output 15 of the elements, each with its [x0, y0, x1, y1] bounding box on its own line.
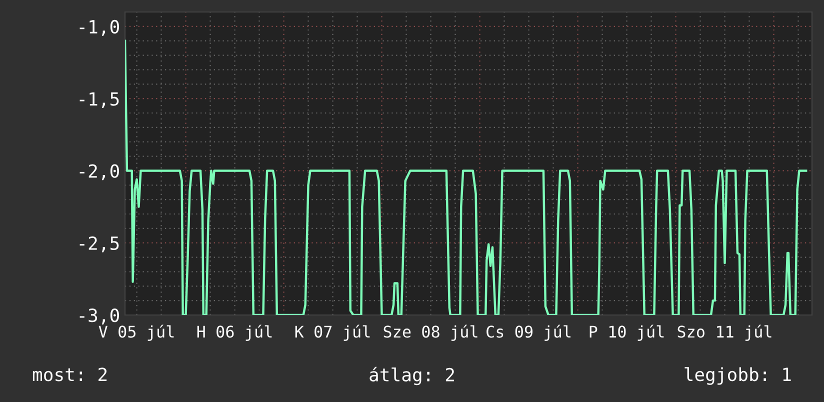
y-tick-label: -1,5	[80, 92, 119, 108]
x-tick-label: Sze 08 júl	[384, 324, 478, 341]
text: legjobb: 1	[684, 367, 791, 385]
text: most: 2	[32, 368, 107, 382]
x-tick-label: P 10 júl	[590, 324, 664, 341]
y-tick-label: -2,5	[80, 236, 119, 252]
x-tick-label: Szo 11 júl	[678, 324, 772, 341]
text: átlag: 2	[370, 366, 454, 386]
x-tick-label: H 06 júl	[197, 324, 272, 341]
x-tick-label: K 07 júl	[295, 324, 370, 341]
x-tick-label: Cs 09 júl	[486, 324, 570, 341]
y-tick-label: -3,0	[80, 308, 119, 324]
x-tick-label: V 05 júl	[98, 324, 174, 341]
y-tick-label: -2,0	[80, 164, 119, 180]
y-tick-label: -1,0	[80, 20, 119, 36]
